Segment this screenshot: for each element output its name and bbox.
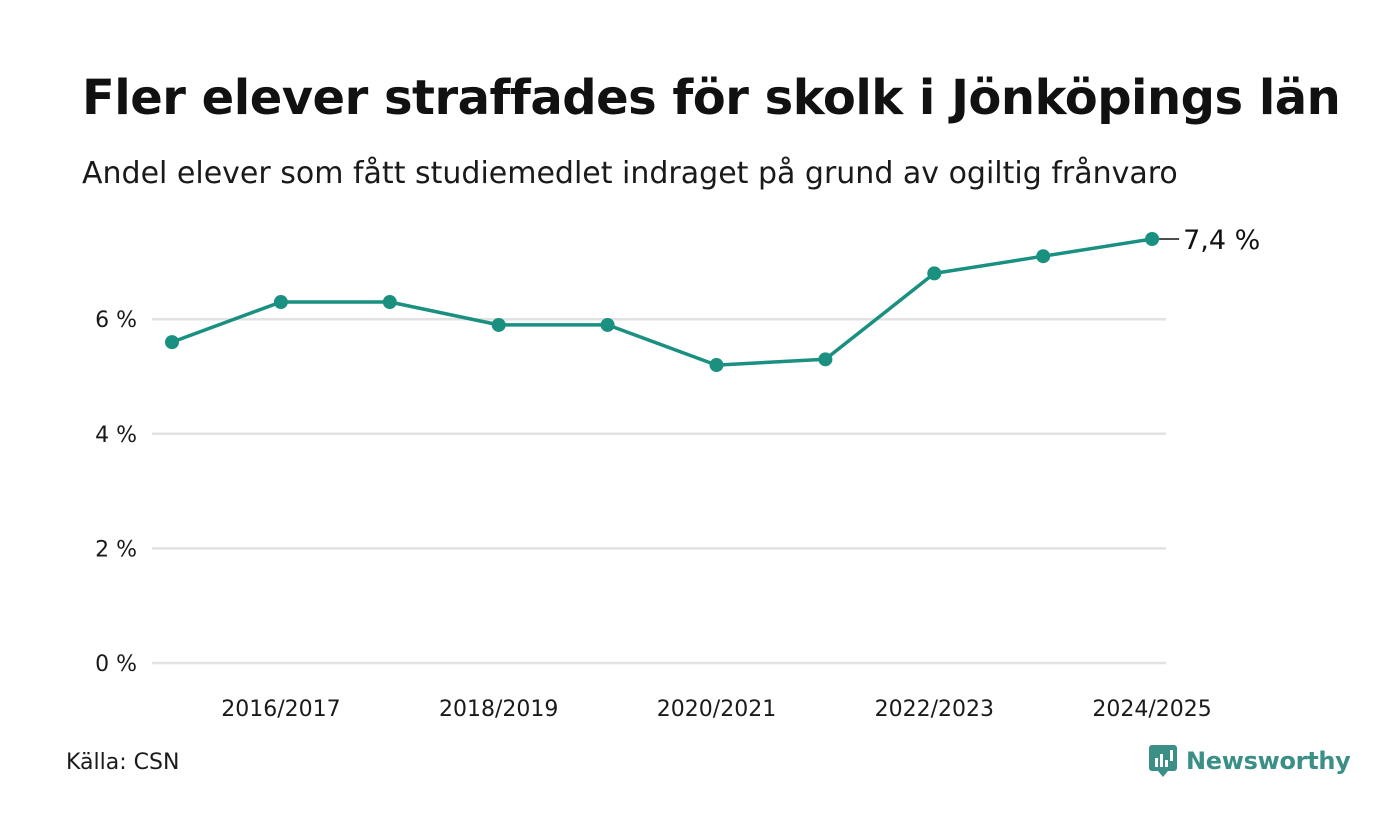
y-tick-label: 2 % [95, 537, 137, 562]
x-axis-ticks: 2016/2017 2018/2019 2020/2021 2022/2023 2024… [221, 697, 1212, 722]
chart-subtitle: Andel elever som fått studiemedlet indra… [82, 156, 1178, 191]
x-tick-label: 2024/2025 [1092, 697, 1211, 722]
x-tick-label: 2022/2023 [875, 697, 994, 722]
data-point [273, 295, 288, 310]
series: 7,4 % [165, 225, 1260, 373]
chart-title: Fler elever straffades för skolk i Jönkö… [82, 70, 1341, 126]
data-point [927, 266, 942, 281]
data-point [1145, 232, 1160, 246]
x-tick-label: 2016/2017 [221, 697, 340, 722]
series-line [171, 237, 1153, 367]
data-point [818, 352, 833, 367]
x-tick-label: 2020/2021 [657, 697, 776, 722]
y-tick-label: 4 % [95, 423, 137, 448]
data-point [1036, 249, 1051, 264]
brand-logo: Newsworthy [1148, 744, 1351, 778]
line-chart: 0 % 2 % 4 % 6 % 2016/2017 2018/2019 2020/2021… [95, 225, 1260, 722]
x-tick-label: 2018/2019 [439, 697, 558, 722]
brand-name: Newsworthy [1186, 747, 1351, 775]
data-point [382, 295, 397, 310]
end-value-label: 7,4 % [1183, 225, 1260, 256]
data-point [165, 335, 179, 350]
newsworthy-logo-icon [1149, 745, 1177, 777]
y-tick-label: 6 % [95, 308, 137, 333]
y-axis-ticks: 0 % 2 % 4 % 6 % [95, 308, 137, 677]
data-point [709, 358, 724, 373]
y-tick-label: 0 % [95, 652, 137, 677]
data-point [491, 317, 506, 332]
data-point [600, 317, 615, 332]
source-note: Källa: CSN [66, 750, 180, 775]
gridlines [152, 317, 1166, 665]
